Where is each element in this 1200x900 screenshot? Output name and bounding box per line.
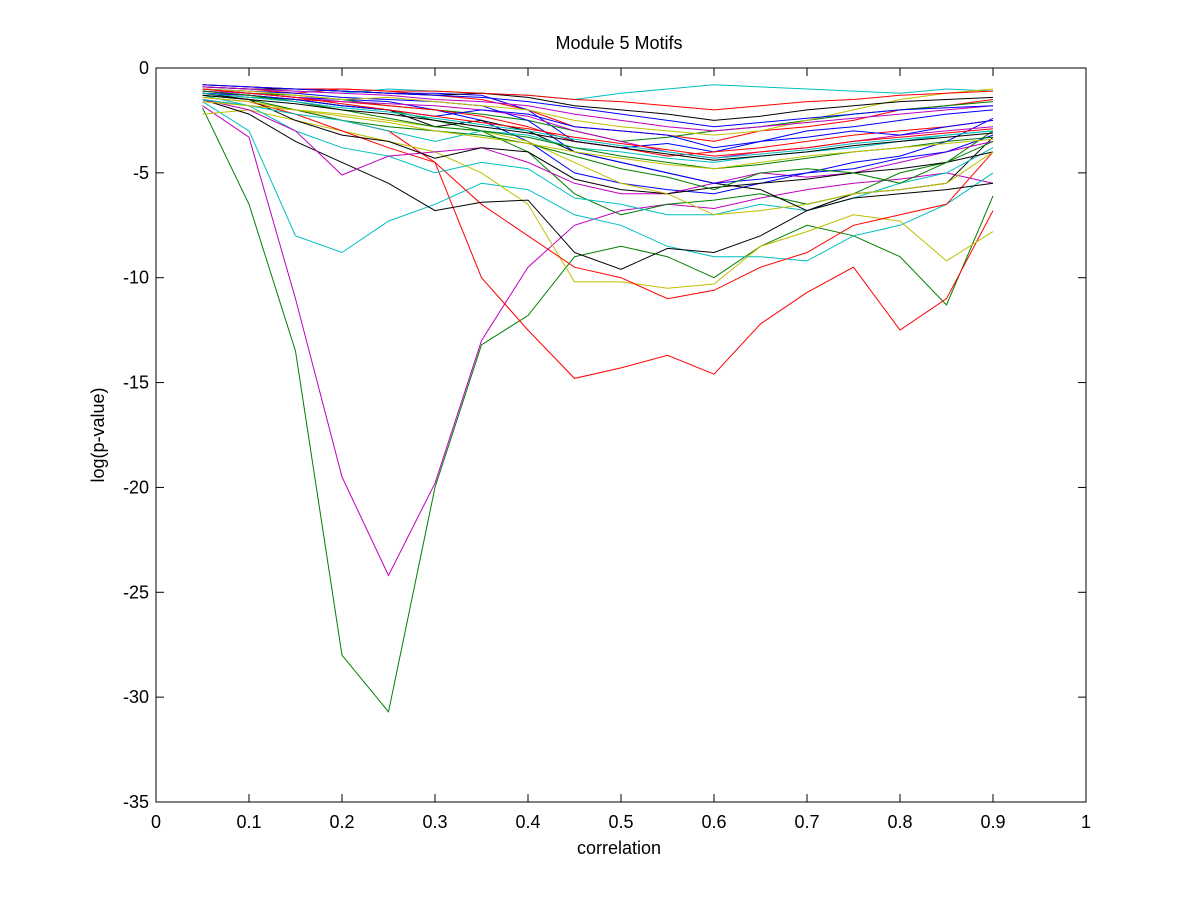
x-tick-label: 0.3	[422, 812, 447, 832]
series-line-33	[202, 84, 994, 128]
x-tick-label: 0.4	[515, 812, 540, 832]
y-tick-label: -35	[123, 792, 149, 812]
x-tick-label: 0.5	[608, 812, 633, 832]
series-line-22	[202, 94, 994, 191]
series-line-20	[202, 88, 994, 184]
series-line-25	[202, 84, 994, 111]
y-tick-label: -25	[123, 582, 149, 602]
series-line-31	[202, 94, 994, 161]
x-tick-label: 0	[151, 812, 161, 832]
series-line-2	[202, 105, 994, 577]
x-tick-label: 0.9	[980, 812, 1005, 832]
series-line-13	[202, 92, 994, 195]
x-tick-label: 0.1	[236, 812, 261, 832]
series-line-1	[202, 107, 994, 713]
series-layer	[202, 84, 994, 713]
series-line-23	[202, 88, 994, 136]
y-tick-label: -30	[123, 687, 149, 707]
x-tick-label: 0.6	[701, 812, 726, 832]
x-tick-label: 1	[1081, 812, 1091, 832]
series-line-11	[202, 94, 994, 216]
x-tick-label: 0.2	[329, 812, 354, 832]
y-axis-label: log(p-value)	[88, 387, 108, 482]
series-line-30	[202, 101, 994, 170]
y-axis: 0 -5 -10 -15 -20 -25 -30 -35	[123, 58, 1086, 812]
series-line-6	[202, 96, 994, 300]
series-line-12	[202, 99, 994, 195]
series-line-26	[202, 99, 994, 163]
y-tick-label: -20	[123, 477, 149, 497]
series-line-27	[202, 92, 994, 149]
y-tick-label: 0	[139, 58, 149, 78]
series-line-34	[202, 92, 994, 159]
x-tick-label: 0.7	[794, 812, 819, 832]
y-tick-label: -15	[123, 373, 149, 393]
x-tick-label: 0.8	[887, 812, 912, 832]
series-line-5	[202, 109, 994, 289]
x-axis-label: correlation	[577, 838, 661, 858]
series-line-32	[202, 88, 994, 157]
y-tick-label: -5	[133, 163, 149, 183]
y-tick-label: -10	[123, 268, 149, 288]
x-axis: 0 0.1 0.2 0.3 0.4 0.5 0.6 0.7 0.8 0.9 1	[151, 68, 1091, 832]
series-line-4	[202, 101, 994, 262]
chart-title: Module 5 Motifs	[555, 33, 682, 53]
series-line-15	[202, 96, 994, 216]
series-line-28	[202, 86, 994, 132]
